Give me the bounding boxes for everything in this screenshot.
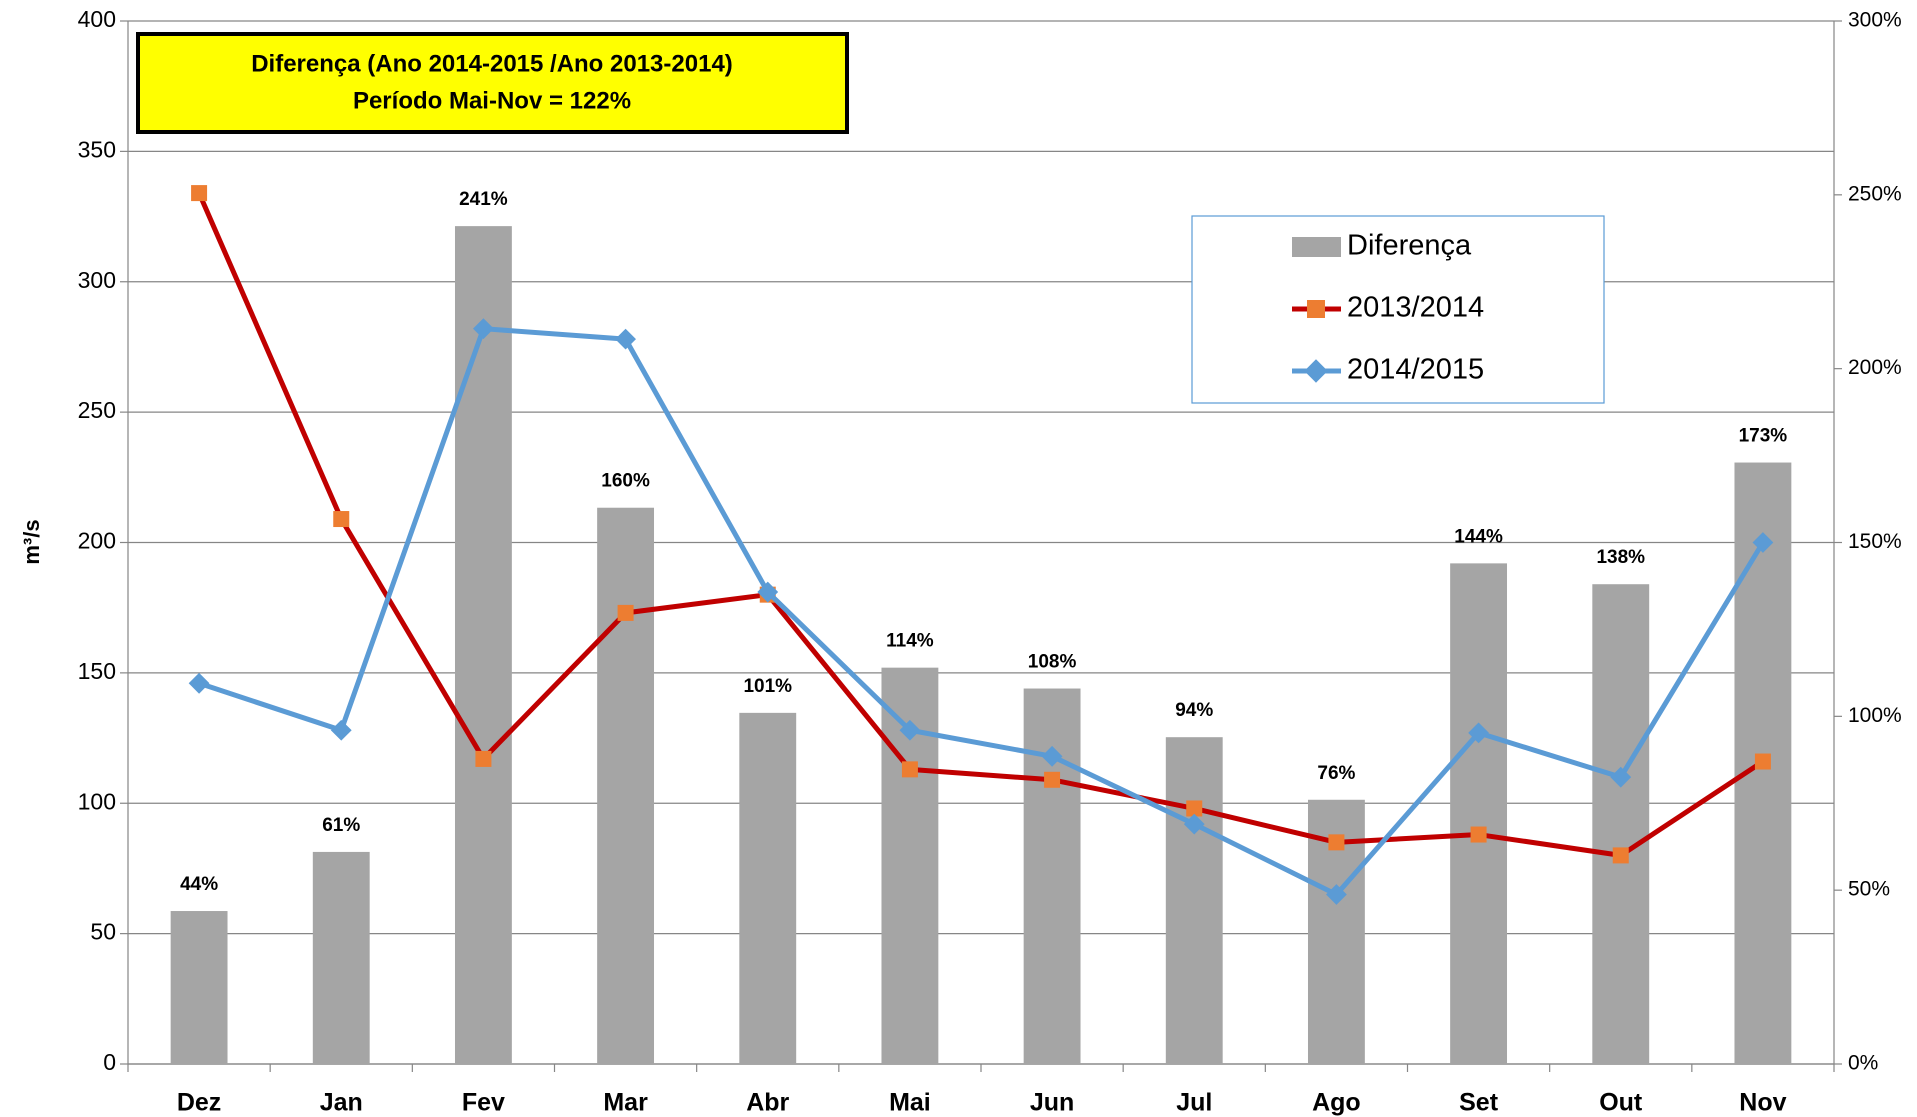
marker	[333, 511, 350, 528]
marker	[1612, 847, 1629, 864]
y-tick-label: 100	[78, 788, 116, 814]
x-tick-label: Out	[1599, 1089, 1643, 1117]
x-tick-label: Nov	[1739, 1089, 1786, 1117]
x-tick-label: Jun	[1030, 1089, 1074, 1117]
x-tick-label: Ago	[1312, 1089, 1361, 1117]
y-tick-label: 400	[78, 6, 116, 32]
x-tick-label: Mai	[889, 1089, 931, 1117]
data-label: 61%	[322, 815, 360, 836]
x-tick-label: Dez	[177, 1089, 221, 1117]
y2-tick-label: 200%	[1848, 356, 1902, 379]
legend-marker	[1307, 300, 1325, 318]
marker	[473, 318, 494, 340]
annotation: Período Mai-Nov = 122%	[353, 87, 631, 114]
legend-label: 2013/2014	[1347, 292, 1484, 324]
marker	[1186, 800, 1203, 817]
data-label: 138%	[1596, 547, 1645, 568]
marker	[901, 761, 918, 778]
x-tick-label: Mar	[603, 1089, 648, 1117]
y-tick-label: 300	[78, 267, 116, 293]
x-tick-label: Set	[1459, 1089, 1499, 1117]
marker	[1041, 745, 1063, 767]
marker	[1044, 771, 1061, 788]
y2-tick-label: 100%	[1848, 704, 1902, 727]
marker	[617, 604, 634, 621]
annotation: Diferença (Ano 2014-2015 /Ano 2013-2014)	[251, 50, 733, 77]
y-tick-label: 350	[78, 136, 116, 162]
marker	[757, 581, 779, 603]
bar	[170, 911, 228, 1064]
data-label: 101%	[743, 676, 792, 697]
marker	[1326, 884, 1347, 905]
marker	[188, 672, 210, 694]
y-tick-label: 150	[78, 658, 116, 684]
marker	[1754, 753, 1771, 770]
marker	[191, 185, 208, 202]
marker	[899, 719, 921, 741]
bar	[1023, 688, 1081, 1064]
y-tick-label: 50	[90, 919, 116, 945]
marker	[1470, 826, 1487, 843]
data-label: 94%	[1175, 700, 1213, 721]
x-tick-label: Abr	[746, 1089, 789, 1117]
data-label: 160%	[601, 471, 650, 492]
bar	[312, 851, 370, 1064]
y2-tick-label: 250%	[1848, 182, 1902, 205]
bar	[1592, 584, 1650, 1064]
line	[198, 326, 1766, 898]
data-label: 173%	[1739, 426, 1788, 447]
y2-tick-label: 50%	[1848, 878, 1890, 901]
bar	[1165, 737, 1223, 1064]
data-label: 114%	[886, 631, 934, 652]
bar	[597, 507, 655, 1064]
marker	[1328, 834, 1345, 851]
data-label: 144%	[1454, 526, 1503, 547]
data-label: 241%	[459, 189, 508, 210]
marker	[1752, 532, 1774, 553]
marker	[330, 719, 352, 741]
data-label: 108%	[1028, 652, 1077, 673]
x-tick-label: Jul	[1176, 1089, 1212, 1117]
bar	[739, 712, 797, 1064]
y2-tick-label: 150%	[1848, 530, 1902, 553]
legend-label: 2014/2015	[1347, 354, 1484, 386]
marker	[1468, 722, 1489, 744]
y-tick-label: 0	[103, 1049, 116, 1075]
legend-swatch	[1292, 237, 1341, 257]
bar	[1450, 563, 1508, 1064]
bar	[454, 226, 512, 1064]
data-label: 76%	[1317, 763, 1355, 784]
legend-marker	[1304, 359, 1328, 383]
marker	[1610, 766, 1632, 788]
annotation-box	[136, 32, 849, 134]
y-tick-label: 200	[78, 528, 116, 554]
marker	[615, 328, 636, 350]
data-label: 44%	[180, 874, 218, 895]
legend-box	[1191, 215, 1605, 404]
x-tick-label: Fev	[462, 1089, 505, 1117]
line	[196, 192, 1765, 858]
y2-tick-label: 300%	[1848, 9, 1902, 32]
x-tick-label: Jan	[320, 1089, 363, 1117]
marker	[475, 750, 492, 767]
y2-tick-label: 0%	[1848, 1052, 1878, 1075]
legend-label: Diferença	[1347, 230, 1472, 262]
y-tick-label: 250	[78, 397, 116, 423]
y-axis-label: m³/s	[19, 519, 44, 564]
marker	[1183, 813, 1205, 835]
